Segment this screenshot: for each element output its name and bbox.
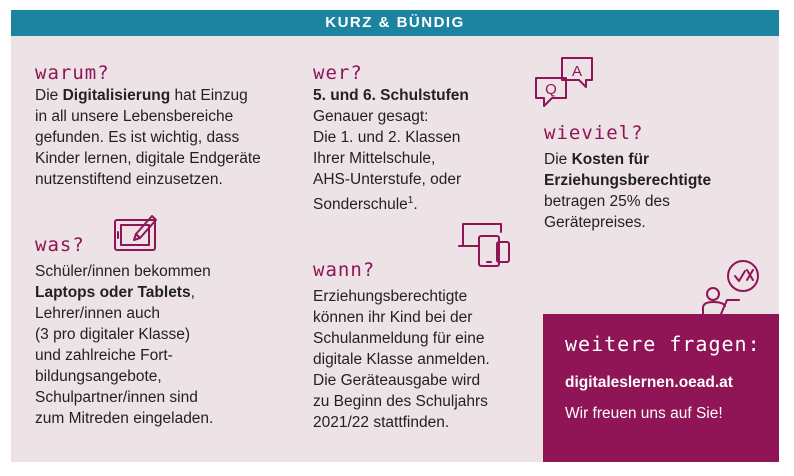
was-text: Schüler/innen bekommen Laptops oder Table…	[35, 261, 213, 429]
contact-heading: weitere fragen:	[565, 332, 761, 356]
bold-text: 5. und 6. Schulstufen	[313, 87, 469, 104]
text-line: Die Kosten für	[544, 149, 711, 170]
speech-icon-q: Q	[545, 81, 557, 98]
text-run: (3 pro digitaler Klasse)	[35, 326, 191, 343]
text-run: und zahlreiche Fort-	[35, 347, 173, 364]
text-line: Erziehungsberechtigte	[544, 170, 711, 191]
text-run: Sonderschule	[313, 196, 408, 214]
text-line: Schüler/innen bekommen	[35, 261, 213, 282]
text-run: Lehrer/innen auch	[35, 305, 160, 322]
person-laptop-icon	[699, 256, 763, 316]
text-line: und zahlreiche Fort-	[35, 345, 213, 366]
text-line: bildungsangebote,	[35, 366, 213, 387]
text-line: Schulpartner/innen sind	[35, 387, 213, 408]
text-run: ,	[190, 284, 195, 301]
text-line: gefunden. Es ist wichtig, dass	[35, 127, 261, 148]
text-line: 5. und 6. Schulstufen	[313, 85, 469, 106]
wann-text: Erziehungsberechtigte können ihr Kind bei…	[313, 286, 490, 433]
text-line: Kinder lernen, digitale Endgeräte	[35, 148, 261, 169]
text-run: .	[413, 196, 418, 214]
warum-text: Die Digitalisierung hat Einzug in all uns…	[35, 85, 261, 190]
text-line: Erziehungsberechtigte	[313, 286, 490, 307]
text-run: Schulpartner/innen sind	[35, 389, 198, 406]
text-run: bildungsangebote,	[35, 368, 162, 385]
speech-icon-a: A	[572, 63, 582, 80]
wieviel-heading: wieviel?	[544, 122, 644, 144]
text-run: Die 1. und 2. Klassen	[313, 129, 461, 146]
text-run: 2021/22 stattfinden.	[313, 414, 450, 431]
tablet-pen-icon	[112, 212, 162, 254]
devices-icon	[457, 218, 513, 270]
text-run: Die	[544, 151, 572, 168]
text-run: Die Geräteausgabe wird	[313, 372, 481, 389]
text-line: Laptops oder Tablets,	[35, 282, 213, 303]
text-run: hat Einzug	[170, 87, 248, 104]
warum-heading: warum?	[35, 62, 110, 84]
text-run: zum Mitreden eingeladen.	[35, 410, 214, 427]
text-run: Erziehungsberechtigte	[313, 288, 468, 305]
text-line: können ihr Kind bei der	[313, 307, 490, 328]
text-run: in all unsere Lebensbereiche	[35, 108, 234, 125]
bold-text: Laptops oder Tablets	[35, 284, 191, 301]
text-run: 1	[407, 195, 414, 206]
bold-text: Erziehungsberechtigte	[544, 172, 712, 189]
was-heading: was?	[35, 234, 85, 256]
text-run: Schüler/innen bekommen	[35, 263, 211, 280]
text-run: nutzenstiftend einzusetzen.	[35, 171, 223, 188]
bold-text: Digitalisierung	[62, 87, 171, 104]
text-line: Lehrer/innen auch	[35, 303, 213, 324]
text-line: (3 pro digitaler Klasse)	[35, 324, 213, 345]
text-line: digitale Klasse anmelden.	[313, 349, 490, 370]
speech-bubbles-icon: A Q	[532, 54, 598, 112]
text-line: Die Digitalisierung hat Einzug	[35, 85, 261, 106]
text-run: Kinder lernen, digitale Endgeräte	[35, 150, 261, 167]
wer-heading: wer?	[313, 62, 363, 84]
wer-text: 5. und 6. Schulstufen Genauer gesagt: Die …	[313, 85, 469, 215]
header-bar: KURZ & BÜNDIG	[11, 10, 779, 36]
wieviel-text: Die Kosten für Erziehungsberechtigte betra…	[544, 149, 711, 233]
text-line: Die Geräteausgabe wird	[313, 370, 490, 391]
text-line: zu Beginn des Schuljahrs	[313, 391, 490, 412]
text-run: Schulanmeldung für eine	[313, 330, 485, 347]
text-run: Die	[35, 87, 63, 104]
text-line: AHS-Unterstufe, oder	[313, 169, 469, 190]
text-line: in all unsere Lebensbereiche	[35, 106, 261, 127]
text-run: zu Beginn des Schuljahrs	[313, 393, 488, 410]
bold-text: Kosten für	[571, 151, 650, 168]
text-line: Die 1. und 2. Klassen	[313, 127, 469, 148]
text-run: digitale Klasse anmelden.	[313, 351, 490, 368]
text-run: betragen 25% des	[544, 193, 670, 210]
text-run: gefunden. Es ist wichtig, dass	[35, 129, 240, 146]
text-line: nutzenstiftend einzusetzen.	[35, 169, 261, 190]
header-title: KURZ & BÜNDIG	[325, 14, 465, 31]
wann-heading: wann?	[313, 259, 376, 281]
text-line: zum Mitreden eingeladen.	[35, 408, 213, 429]
text-run: Genauer gesagt:	[313, 108, 429, 125]
text-line: Genauer gesagt:	[313, 106, 469, 127]
website-link[interactable]: digitaleslernen.oead.at	[565, 374, 733, 391]
text-line: Schulanmeldung für eine	[313, 328, 490, 349]
text-run: Gerätepreises.	[544, 214, 646, 231]
text-run: können ihr Kind bei der	[313, 309, 473, 326]
contact-thanks: Wir freuen uns auf Sie!	[565, 405, 723, 422]
text-line: Gerätepreises.	[544, 212, 711, 233]
contact-box: weitere fragen: digitaleslernen.oead.at …	[543, 314, 779, 462]
text-run: Ihrer Mittelschule,	[313, 150, 436, 167]
info-card: KURZ & BÜNDIG warum? Die Digitalisierung…	[11, 10, 779, 462]
text-run: AHS-Unterstufe, oder	[313, 171, 462, 188]
text-line: Ihrer Mittelschule,	[313, 148, 469, 169]
text-line: betragen 25% des	[544, 191, 711, 212]
text-line: 2021/22 stattfinden.	[313, 412, 490, 433]
text-line: Sonderschule1.	[313, 190, 469, 215]
